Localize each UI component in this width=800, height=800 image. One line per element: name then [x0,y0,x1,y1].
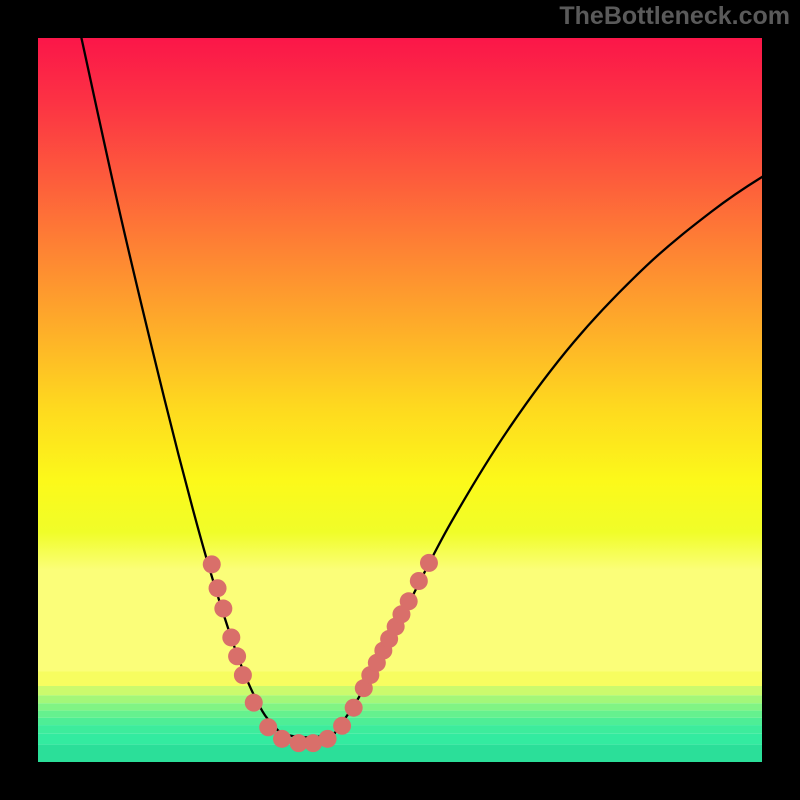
data-dots [0,0,800,800]
watermark-text: TheBottleneck.com [559,2,790,31]
chart-root: TheBottleneck.com [0,0,800,800]
